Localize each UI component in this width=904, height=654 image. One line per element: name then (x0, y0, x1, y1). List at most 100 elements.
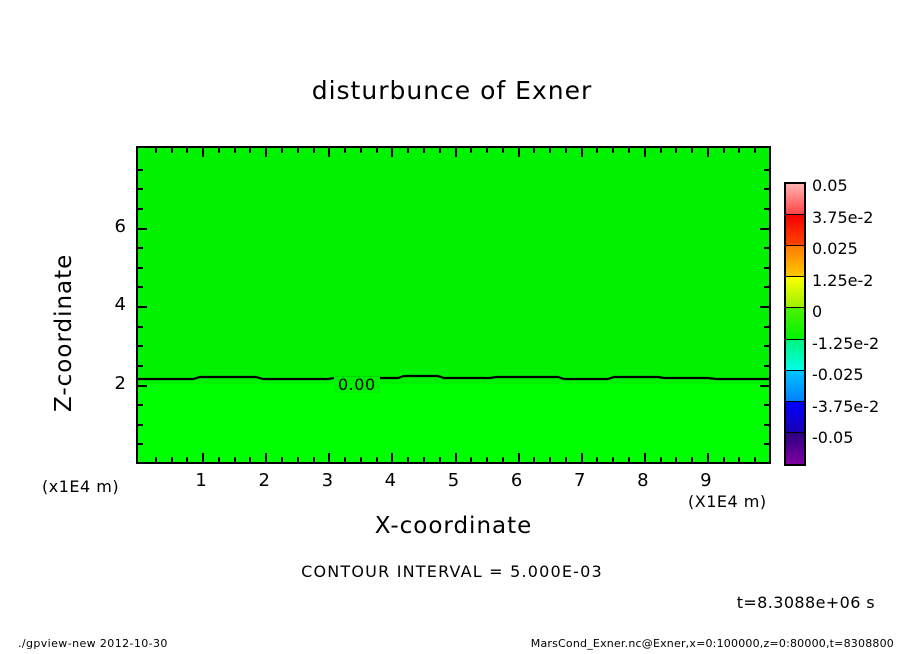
x-tick (564, 148, 567, 153)
colorbar-tick-label: 0 (812, 302, 823, 322)
y-tick (138, 404, 143, 407)
x-tick (486, 148, 489, 153)
x-tick (422, 457, 425, 462)
x-tick (643, 148, 646, 157)
x-tick (391, 148, 394, 157)
x-tick (612, 457, 615, 462)
x-tick (391, 453, 394, 462)
x-tick (249, 148, 252, 153)
x-tick-label: 8 (637, 470, 649, 491)
x-tick (517, 453, 520, 462)
x-tick (202, 453, 205, 462)
field-region-upper (138, 148, 769, 384)
y-tick (138, 266, 143, 269)
x-tick (186, 148, 189, 153)
zero-contour-line (138, 374, 769, 381)
x-tick (170, 457, 173, 462)
y-tick (764, 364, 769, 367)
y-tick (764, 345, 769, 348)
x-tick (596, 457, 599, 462)
x-tick (470, 457, 473, 462)
x-tick-label: 1 (195, 470, 207, 491)
x-tick (422, 148, 425, 153)
colorbar-tick-label: -0.05 (812, 428, 854, 448)
colorbar-tick-label: 0.025 (812, 239, 858, 259)
x-tick-label: 5 (447, 470, 460, 491)
x-tick (501, 148, 504, 153)
x-tick (344, 457, 347, 462)
x-tick (659, 148, 662, 153)
colorbar-tick-label: -0.025 (812, 365, 864, 385)
x-tick (517, 148, 520, 157)
x-tick (659, 457, 662, 462)
x-tick (375, 148, 378, 153)
x-tick (454, 453, 457, 462)
colorbar-band-0.025-0.0375 (786, 215, 804, 247)
x-tick (549, 148, 552, 153)
colorbar-band-0-0.0125 (786, 277, 804, 309)
y-tick (764, 266, 769, 269)
x-tick (643, 453, 646, 462)
y-tick (764, 423, 769, 426)
x-tick (533, 148, 536, 153)
x-tick (170, 148, 173, 153)
y-tick (138, 188, 143, 191)
colorbar-band-0.0375-0.05 (786, 184, 804, 216)
y-tick-label: 4 (114, 294, 126, 315)
x-tick (359, 148, 362, 153)
x-tick (564, 457, 567, 462)
x-tick (533, 457, 536, 462)
y-tick (764, 443, 769, 446)
colorbar-band-neg0.025-neg0.0125 (786, 339, 804, 371)
y-tick (764, 404, 769, 407)
x-tick (706, 148, 709, 157)
y-tick (138, 325, 143, 328)
x-tick (280, 457, 283, 462)
x-tick (738, 457, 741, 462)
x-axis-title: X-coordinate (374, 513, 533, 539)
colorbar[interactable] (784, 182, 806, 466)
x-tick-label: 2 (258, 470, 270, 491)
x-tick-label: 3 (321, 470, 334, 491)
x-tick (249, 457, 252, 462)
x-tick (470, 148, 473, 153)
y-tick (138, 364, 143, 367)
field-region-lower (138, 383, 769, 462)
y-tick (764, 168, 769, 171)
x-tick (217, 457, 220, 462)
y-axis-unit-label: (x1E4 m) (42, 477, 120, 496)
y-tick (138, 247, 143, 250)
colorbar-band-bottom-violet (786, 432, 804, 464)
x-tick (202, 148, 205, 157)
y-tick (138, 227, 147, 230)
x-tick (628, 148, 631, 153)
y-tick (764, 207, 769, 210)
y-tick (138, 384, 147, 387)
x-tick (265, 453, 268, 462)
x-tick (738, 148, 741, 153)
x-tick (754, 457, 757, 462)
x-axis-unit-label: (X1E4 m) (688, 492, 767, 511)
colorbar-tick-label: 0.05 (812, 176, 848, 195)
x-tick (580, 453, 583, 462)
y-tick (760, 306, 769, 308)
colorbar-tick-label: 3.75e-2 (812, 207, 874, 227)
colorbar-tick-label: 1.25e-2 (812, 270, 874, 290)
contour-level-label: 0.00 (334, 377, 380, 393)
contour-plot-area[interactable]: 0.00 (136, 146, 771, 464)
x-tick-label: 6 (510, 470, 523, 491)
colorbar-band-neg0.0125-0 (786, 308, 804, 340)
x-tick (312, 148, 315, 153)
x-tick (691, 148, 694, 153)
y-tick (138, 423, 143, 426)
x-tick (438, 148, 441, 153)
footer-command-text: ./gpview-new 2012-10-30 (18, 637, 168, 650)
x-tick (501, 457, 504, 462)
time-stamp-text: t=8.3088e+06 s (736, 593, 875, 612)
x-tick (754, 148, 757, 153)
y-tick (138, 345, 143, 348)
x-tick-label: 9 (700, 470, 712, 491)
page-title: disturbunce of Exner (311, 76, 593, 105)
x-tick (580, 148, 583, 157)
y-tick-label: 2 (114, 372, 126, 394)
